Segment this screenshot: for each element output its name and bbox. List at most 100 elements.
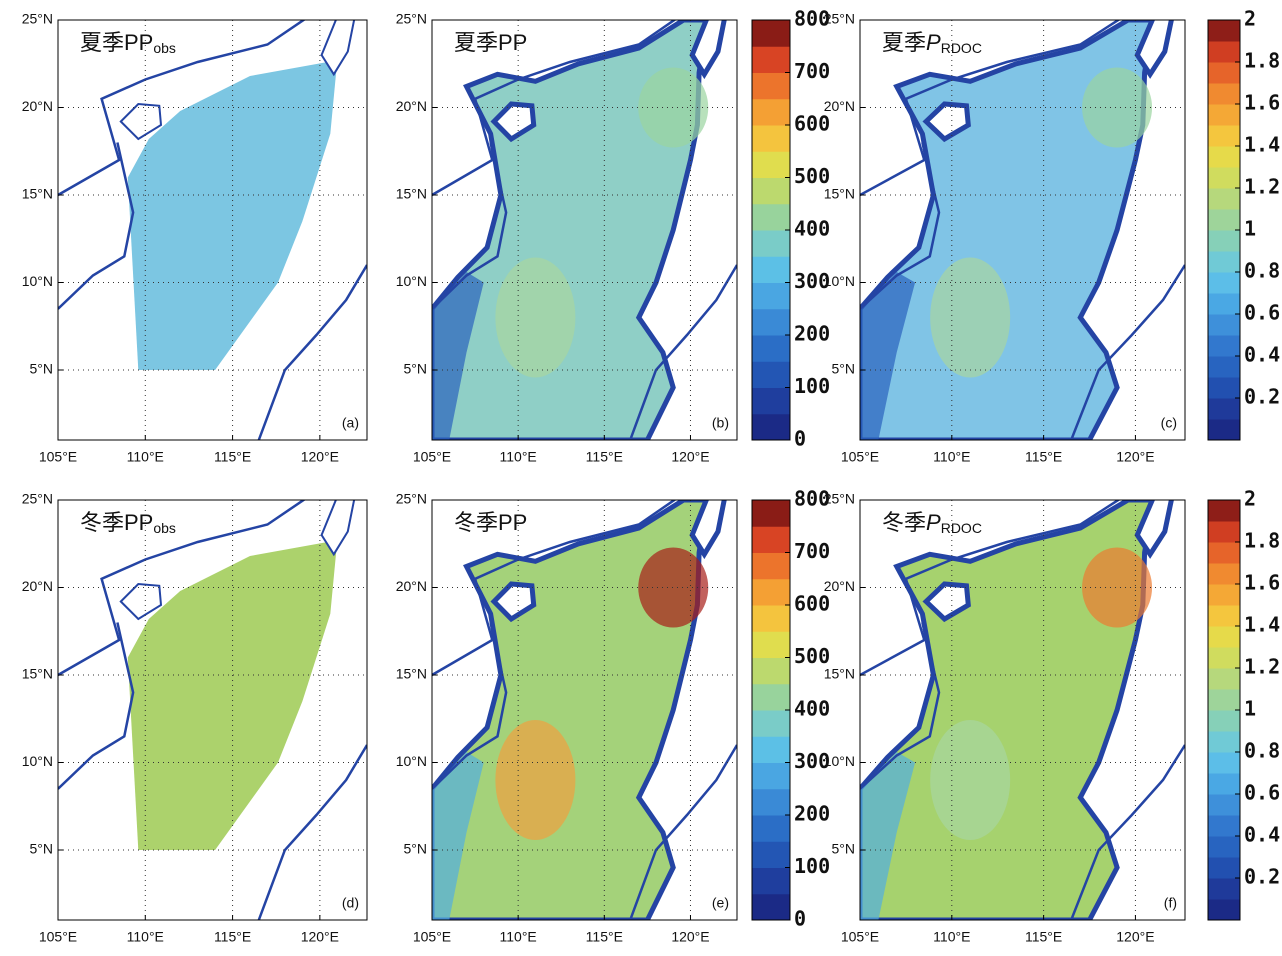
- lon-tick-label: 120°E: [301, 449, 339, 465]
- lat-tick-label: 25°N: [824, 11, 855, 27]
- colorbar-swatch: [1208, 293, 1240, 315]
- lat-tick-label: 25°N: [396, 491, 427, 507]
- colorbar-swatch: [1208, 836, 1240, 858]
- colorbar-swatch: [1208, 314, 1240, 336]
- field-blob: [495, 720, 576, 840]
- colorbar-tick-label: 1.8: [1244, 529, 1280, 553]
- lon-tick-label: 110°E: [500, 449, 537, 465]
- colorbar-swatch: [752, 335, 790, 362]
- lat-tick-label: 15°N: [824, 186, 855, 202]
- colorbar-swatch: [1208, 500, 1240, 522]
- map-area: [860, 20, 1185, 440]
- lat-tick-label: 25°N: [824, 491, 855, 507]
- colorbar-swatch: [752, 177, 790, 205]
- coast-band: [860, 752, 916, 920]
- lon-tick-label: 110°E: [933, 929, 970, 945]
- lon-tick-label: 115°E: [214, 449, 251, 465]
- colorbar-tick-label: 0.6: [1244, 781, 1280, 805]
- colorbar-swatch: [1208, 125, 1240, 147]
- lon-tick-label: 115°E: [1025, 449, 1062, 465]
- map-panel: 25°N 20°N 15°N 10°N 5°N 105°E 110°E 115°E 120°E 夏…: [824, 7, 1280, 465]
- lat-tick-label: 10°N: [824, 273, 855, 289]
- colorbar-swatch: [1208, 146, 1240, 168]
- colorbar-swatch: [1208, 815, 1240, 837]
- island: [119, 582, 163, 621]
- lat-tick-label: 5°N: [832, 841, 856, 857]
- lat-tick-label: 10°N: [824, 753, 855, 769]
- coastline: [58, 622, 135, 790]
- lon-tick-label: 110°E: [500, 929, 537, 945]
- colorbar-swatch: [1208, 20, 1240, 42]
- panel-title: 冬季PP: [454, 510, 527, 535]
- colorbar-swatch: [1208, 419, 1240, 441]
- colorbar-tick-label: 2: [1244, 7, 1256, 31]
- lon-tick-label: 105°E: [841, 929, 879, 945]
- colorbar-swatch: [1208, 542, 1240, 564]
- colorbar-tick-label: 800: [794, 7, 830, 31]
- panel-label: (d): [342, 895, 359, 911]
- map-frame: [57, 499, 368, 921]
- colorbar-tick-label: 0.4: [1244, 823, 1280, 847]
- colorbar-tick-label: 2: [1244, 487, 1256, 511]
- colorbar-swatch: [1208, 251, 1240, 273]
- colorbar-swatch: [1208, 731, 1240, 753]
- colorbar-swatch: [1208, 377, 1240, 399]
- colorbar-tick-label: 400: [794, 217, 830, 241]
- colorbar-swatch: [752, 387, 790, 415]
- colorbar-swatch: [752, 736, 790, 763]
- lat-tick-label: 5°N: [30, 361, 54, 377]
- title-text: 夏季PP: [80, 30, 153, 55]
- colorbar-swatch: [1208, 668, 1240, 690]
- colorbar-tick-label: 1.8: [1244, 49, 1280, 73]
- coastline: [432, 20, 677, 197]
- field-blob: [1082, 547, 1153, 628]
- colorbar-tick-label: 100: [794, 374, 830, 398]
- colorbar-swatch: [752, 710, 790, 737]
- title-text: 冬季PP: [454, 510, 527, 535]
- colorbar-swatch: [752, 788, 790, 816]
- colorbar-tick-label: 700: [794, 539, 830, 563]
- colorbar-tick-label: 0.4: [1244, 343, 1280, 367]
- colorbar-tick-label: 500: [794, 164, 830, 188]
- lon-tick-label: 105°E: [841, 449, 879, 465]
- colorbar-tick-label: 300: [794, 749, 830, 773]
- lat-tick-label: 15°N: [824, 666, 855, 682]
- colorbar-tick-label: 600: [794, 592, 830, 616]
- lat-tick-label: 5°N: [404, 361, 428, 377]
- island: [490, 581, 537, 623]
- lat-tick-label: 20°N: [824, 98, 855, 114]
- colorbar-tick-label: 200: [794, 802, 830, 826]
- colorbar-swatch: [1208, 209, 1240, 231]
- panel-title: 冬季PPobs: [80, 510, 176, 536]
- coastline: [58, 20, 306, 197]
- colorbar-swatch: [752, 500, 790, 527]
- island: [922, 101, 971, 143]
- colorbar-swatch: [1208, 689, 1240, 711]
- colorbar-swatch: [752, 151, 790, 178]
- title-subscript: RDOC: [941, 40, 982, 56]
- panel-label: (c): [1161, 415, 1177, 431]
- colorbar-tick-label: 1.6: [1244, 91, 1280, 115]
- colorbar-tick-label: 0.6: [1244, 301, 1280, 325]
- coastline: [1070, 744, 1185, 920]
- lon-tick-label: 120°E: [1116, 449, 1154, 465]
- island: [689, 500, 727, 560]
- colorbar-swatch: [752, 98, 790, 126]
- lat-tick-label: 15°N: [396, 666, 427, 682]
- lon-tick-label: 105°E: [39, 449, 77, 465]
- colorbar-swatch: [752, 893, 790, 921]
- lat-tick-label: 15°N: [396, 186, 427, 202]
- coastline: [860, 142, 941, 310]
- panel-title: 夏季PRDOC: [882, 30, 982, 56]
- lon-tick-label: 105°E: [413, 449, 451, 465]
- lat-tick-label: 20°N: [22, 578, 53, 594]
- colorbar-swatch: [752, 683, 790, 711]
- map-panel: 25°N 20°N 15°N 10°N 5°N 105°E 110°E 115°E 120°E 冬…: [396, 487, 830, 945]
- colorbar-swatch: [1208, 41, 1240, 63]
- colorbar-swatch: [752, 762, 790, 790]
- lat-tick-label: 20°N: [396, 578, 427, 594]
- colorbar-swatch: [752, 256, 790, 283]
- lat-tick-label: 10°N: [22, 273, 53, 289]
- coastline: [58, 142, 135, 310]
